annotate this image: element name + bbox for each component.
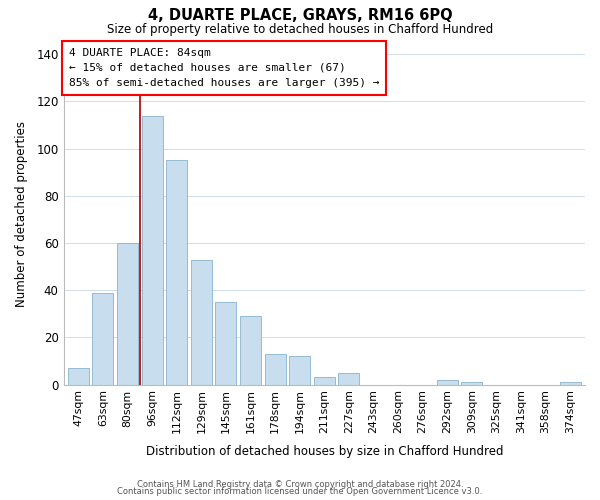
- Bar: [265, 354, 286, 384]
- Bar: [215, 302, 236, 384]
- Bar: [92, 292, 113, 384]
- Bar: [314, 378, 335, 384]
- Bar: [191, 260, 212, 384]
- Bar: [68, 368, 89, 384]
- Bar: [289, 356, 310, 384]
- Bar: [117, 243, 138, 384]
- Bar: [560, 382, 581, 384]
- Text: Size of property relative to detached houses in Chafford Hundred: Size of property relative to detached ho…: [107, 22, 493, 36]
- Y-axis label: Number of detached properties: Number of detached properties: [15, 120, 28, 306]
- X-axis label: Distribution of detached houses by size in Chafford Hundred: Distribution of detached houses by size …: [146, 444, 503, 458]
- Bar: [142, 116, 163, 384]
- Text: Contains public sector information licensed under the Open Government Licence v3: Contains public sector information licen…: [118, 487, 482, 496]
- Bar: [461, 382, 482, 384]
- Bar: [437, 380, 458, 384]
- Bar: [338, 372, 359, 384]
- Text: 4 DUARTE PLACE: 84sqm
← 15% of detached houses are smaller (67)
85% of semi-deta: 4 DUARTE PLACE: 84sqm ← 15% of detached …: [69, 48, 379, 88]
- Bar: [240, 316, 261, 384]
- Text: 4, DUARTE PLACE, GRAYS, RM16 6PQ: 4, DUARTE PLACE, GRAYS, RM16 6PQ: [148, 8, 452, 22]
- Bar: [166, 160, 187, 384]
- Text: Contains HM Land Registry data © Crown copyright and database right 2024.: Contains HM Land Registry data © Crown c…: [137, 480, 463, 489]
